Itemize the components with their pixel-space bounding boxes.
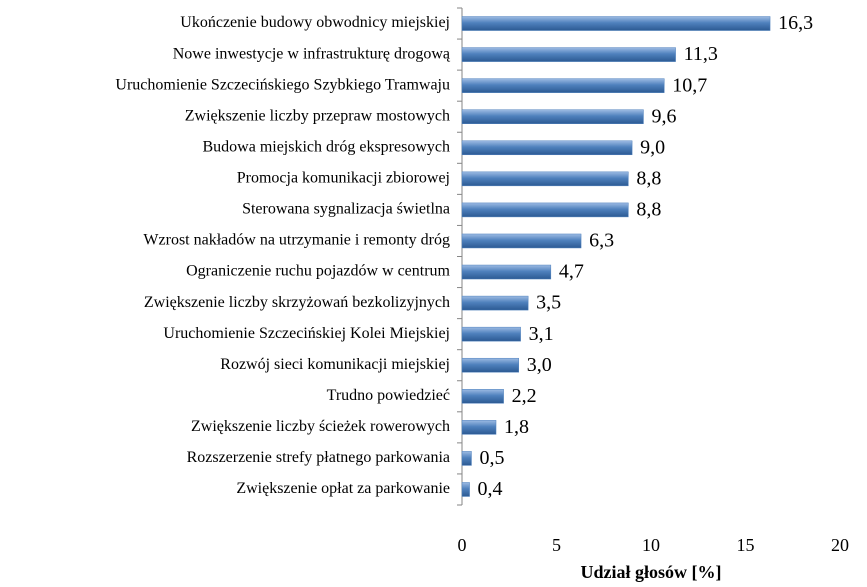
bar: [461, 233, 582, 249]
bar: [461, 78, 665, 93]
data-label: 3,5: [536, 292, 561, 314]
data-label: 8,8: [636, 199, 661, 221]
y-tick-label: Uruchomienie Szczecińskiej Kolei Miejski…: [163, 325, 450, 342]
bar: [461, 140, 633, 156]
data-label: 3,1: [529, 323, 554, 345]
x-tick-label: 0: [458, 535, 467, 555]
y-tick-label: Zwiększenie liczby przepraw mostowych: [185, 107, 450, 124]
y-tick-label: Nowe inwestycje w infrastrukturę drogową: [173, 45, 451, 62]
data-label: 9,0: [640, 136, 665, 158]
y-tick-label: Sterowana sygnalizacja świetlna: [242, 201, 450, 218]
y-tick-label: Zwiększenie opłat za parkowanie: [236, 480, 450, 497]
x-tick-label: 5: [552, 535, 561, 555]
data-label: 10,7: [672, 74, 707, 96]
data-label: 16,3: [778, 12, 813, 34]
data-label: 11,3: [684, 43, 718, 65]
x-tick-label: 20: [831, 535, 849, 555]
y-tick-label: Ograniczenie ruchu pojazdów w centrum: [186, 263, 450, 280]
bar: [461, 171, 629, 187]
data-label: 0,5: [479, 447, 504, 469]
data-label: 0,4: [478, 478, 503, 500]
y-tick-label: Wzrost nakładów na utrzymanie i remonty …: [143, 232, 450, 249]
bar: [461, 264, 552, 280]
bar: [461, 47, 676, 62]
y-tick-label: Rozszerzenie strefy płatnego parkowania: [187, 449, 450, 466]
bar: [461, 357, 519, 373]
bar: [461, 295, 529, 311]
y-tick-label: Trudno powiedzieć: [327, 387, 450, 404]
y-tick-label: Ukończenie budowy obwodnicy miejskiej: [180, 14, 450, 31]
y-tick-label: Budowa miejskich dróg ekspresowych: [202, 138, 450, 155]
bar: [461, 451, 472, 466]
x-tick-label: 15: [737, 535, 755, 555]
x-tick-label: 10: [642, 535, 660, 555]
bar: [461, 326, 521, 342]
y-tick-label: Zwiększenie liczby ścieżek rowerowych: [191, 418, 450, 435]
bar: [461, 16, 771, 31]
data-label: 8,8: [636, 167, 661, 189]
data-label: 3,0: [527, 354, 552, 376]
y-tick-label: Rozwój sieci komunikacji miejskiej: [220, 356, 450, 373]
y-tick-label: Zwiększenie liczby skrzyżowań bezkolizyj…: [144, 294, 450, 311]
data-label: 1,8: [504, 416, 529, 438]
y-tick-label: Promocja komunikacji zbiorowej: [237, 170, 450, 187]
bar: [461, 389, 504, 404]
data-label: 2,2: [512, 385, 537, 407]
bar: [461, 420, 497, 435]
bar: [461, 202, 629, 218]
data-label: 9,6: [651, 105, 676, 127]
x-axis-title: Udział głosów [%]: [581, 562, 722, 582]
bar: [461, 482, 470, 497]
data-label: 4,7: [559, 261, 584, 283]
y-tick-label: Uruchomienie Szczecińskiego Szybkiego Tr…: [115, 76, 450, 93]
bar: [461, 109, 644, 124]
data-label: 6,3: [589, 230, 614, 252]
